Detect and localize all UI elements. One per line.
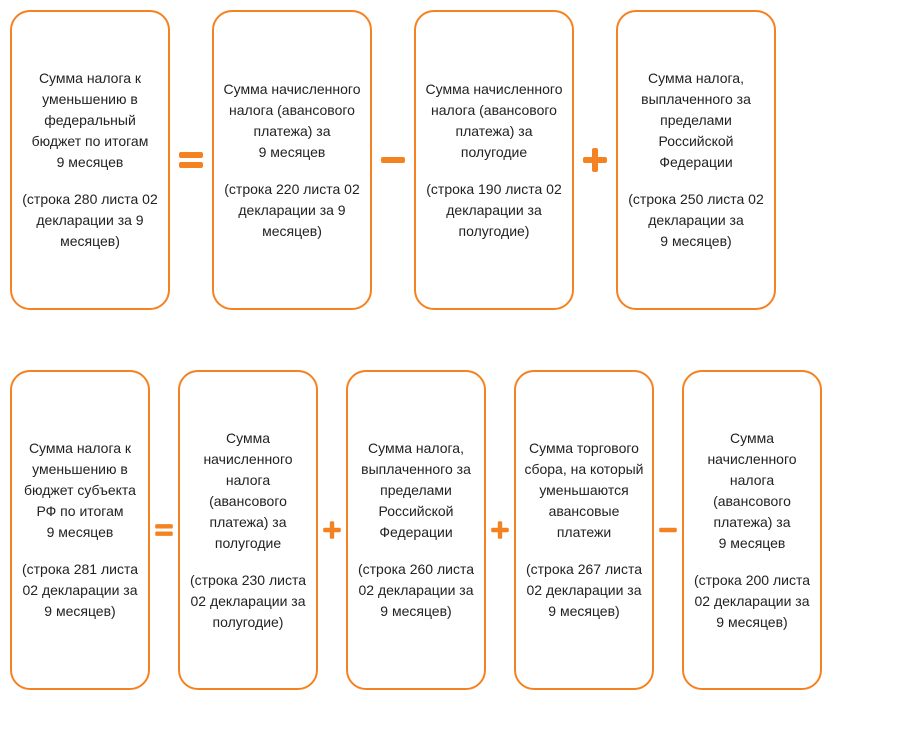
- box-main-text: Сумма начисленного налога (авансового пл…: [222, 79, 362, 163]
- box-sub-text: (строка 220 листа 02 декларации за 9 мес…: [222, 179, 362, 242]
- minus-icon: [654, 519, 682, 541]
- box-sub-text: (строка 250 листа 02 декларации за9 меся…: [626, 189, 766, 252]
- plus-icon: [318, 519, 346, 541]
- box-r1-3: Сумма начисленного налога (авансового пл…: [414, 10, 574, 310]
- box-sub-text: (строка 267 листа 02 декларации за9 меся…: [524, 559, 644, 622]
- box-sub-text: (строка 260 листа 02 декларации за9 меся…: [356, 559, 476, 622]
- box-r1-1: Сумма налога к уменьшению в федеральный …: [10, 10, 170, 310]
- box-main-text: Сумма торгового сбора, на который уменьш…: [524, 438, 644, 543]
- box-main-text: Сумма налога, выплаченного за пределами …: [356, 438, 476, 543]
- box-sub-text: (строка 280 листа 02 декларации за 9 мес…: [20, 189, 160, 252]
- box-main-text: Сумма начисленного налога (авансового пл…: [188, 428, 308, 554]
- box-main-text: Сумма начисленного налога (авансового пл…: [692, 428, 812, 554]
- box-r2-3: Сумма налога, выплаченного за пределами …: [346, 370, 486, 690]
- box-sub-text: (строка 200 листа 02 декларации за9 меся…: [692, 570, 812, 633]
- box-sub-text: (строка 230 листа 02 декларации за полуг…: [188, 570, 308, 633]
- box-r2-4: Сумма торгового сбора, на который уменьш…: [514, 370, 654, 690]
- plus-icon: [574, 145, 616, 175]
- box-main-text: Сумма начисленного налога (авансового пл…: [424, 79, 564, 163]
- formula-row-2: Сумма налога к уменьшению в бюджет субъе…: [10, 370, 890, 690]
- box-main-text: Сумма налога к уменьшению в федеральный …: [20, 68, 160, 173]
- minus-icon: [372, 145, 414, 175]
- box-sub-text: (строка 190 листа 02 декларации за полуг…: [424, 179, 564, 242]
- box-r2-2: Сумма начисленного налога (авансового пл…: [178, 370, 318, 690]
- box-r2-1: Сумма налога к уменьшению в бюджет субъе…: [10, 370, 150, 690]
- equals-icon: [150, 519, 178, 541]
- box-sub-text: (строка 281 листа 02 декларации за9 меся…: [20, 559, 140, 622]
- box-r1-2: Сумма начисленного налога (авансового пл…: [212, 10, 372, 310]
- plus-icon: [486, 519, 514, 541]
- formula-row-1: Сумма налога к уменьшению в федеральный …: [10, 10, 890, 310]
- box-r2-5: Сумма начисленного налога (авансового пл…: [682, 370, 822, 690]
- box-main-text: Сумма налога, выплаченного за пределами …: [626, 68, 766, 173]
- equals-icon: [170, 145, 212, 175]
- box-main-text: Сумма налога к уменьшению в бюджет субъе…: [20, 438, 140, 543]
- box-r1-4: Сумма налога, выплаченного за пределами …: [616, 10, 776, 310]
